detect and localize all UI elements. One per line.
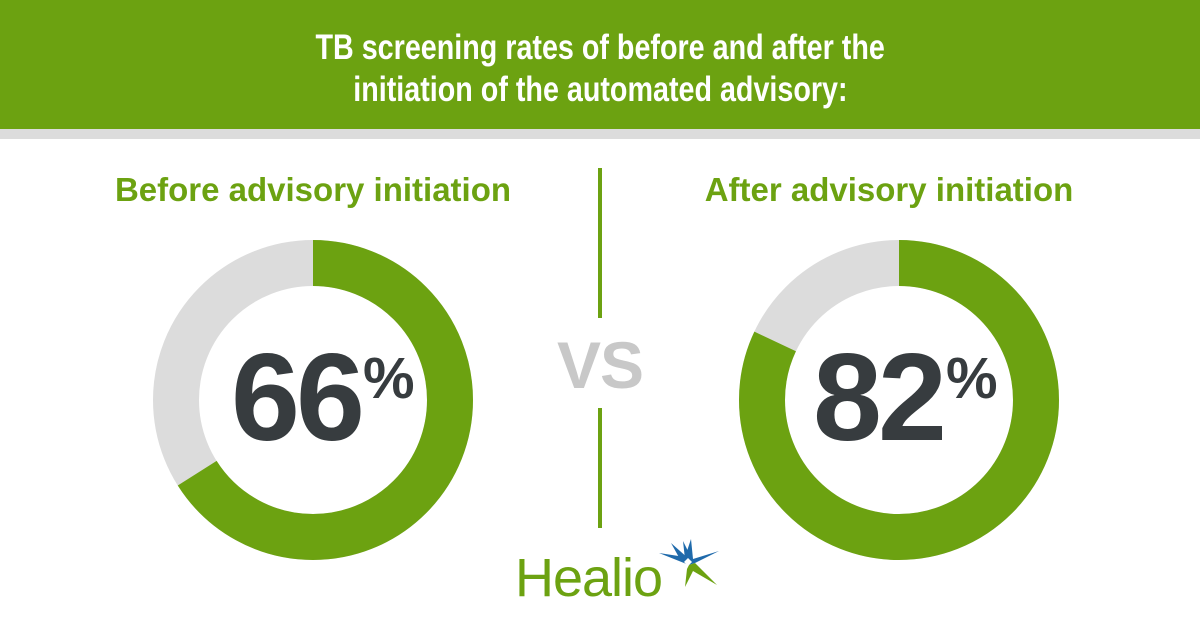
page-title-text-2: initiation of the automated advisory: <box>352 70 848 109</box>
page-title-line-2: initiation of the automated advisory: <box>0 70 1200 110</box>
healio-logo: Healio <box>515 535 720 607</box>
donut-ring <box>153 240 473 560</box>
vertical-divider-bottom <box>598 408 602 528</box>
before-section-label: Before advisory initiation <box>114 171 512 208</box>
before-donut-chart: 66 % <box>153 240 473 560</box>
after-percentage: 82 % <box>739 240 1059 560</box>
after-donut-chart: 82 % <box>739 240 1059 560</box>
page-title-text-1: TB screening rates of before and after t… <box>315 28 885 67</box>
header-divider-strip <box>0 129 1200 139</box>
logo-wordmark: Healio <box>515 548 663 608</box>
vertical-divider-top <box>598 168 602 318</box>
donut-value-arc <box>153 240 473 560</box>
page-title-line-1: TB screening rates of before and after t… <box>0 28 1200 68</box>
donut-value-arc <box>739 240 1059 560</box>
after-section-label: After advisory initiation <box>704 171 1074 208</box>
before-percentage-value: 66 <box>231 329 365 467</box>
before-percentage: 66 % <box>153 240 473 560</box>
star-icon <box>659 539 719 587</box>
before-percent-sign: % <box>363 346 415 411</box>
after-percentage-value: 82 <box>813 329 947 467</box>
header-banner <box>0 0 1200 129</box>
vs-label: VS <box>556 328 644 402</box>
after-percent-sign: % <box>946 346 998 411</box>
donut-ring <box>739 240 1059 560</box>
